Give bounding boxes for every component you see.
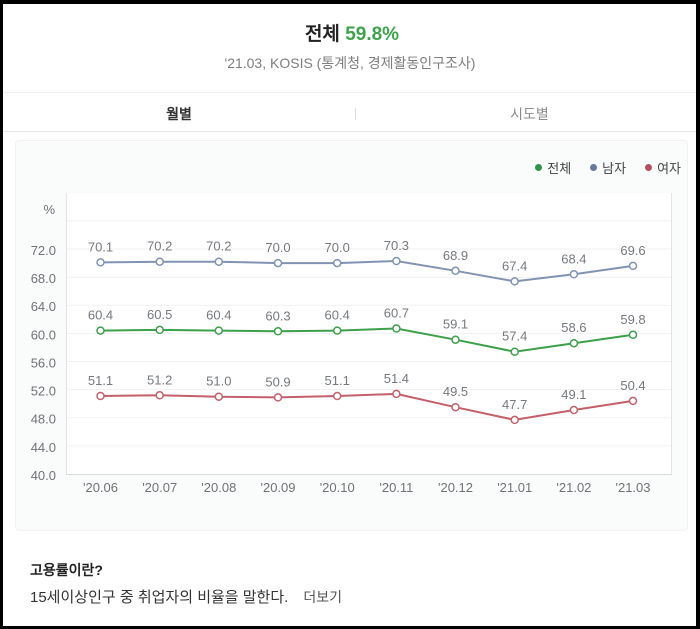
svg-text:44.0: 44.0 [31, 440, 56, 455]
svg-text:68.9: 68.9 [443, 248, 468, 263]
svg-text:57.4: 57.4 [502, 329, 527, 344]
svg-text:68.4: 68.4 [561, 251, 586, 266]
svg-text:'21.01: '21.01 [497, 480, 532, 495]
svg-text:%: % [43, 202, 55, 217]
svg-text:47.7: 47.7 [502, 397, 527, 412]
svg-text:70.0: 70.0 [265, 240, 290, 255]
svg-text:70.2: 70.2 [147, 239, 172, 254]
svg-text:68.0: 68.0 [31, 271, 56, 286]
svg-text:51.1: 51.1 [325, 373, 350, 388]
svg-text:51.1: 51.1 [88, 373, 113, 388]
svg-text:60.4: 60.4 [88, 308, 113, 323]
svg-text:67.4: 67.4 [502, 258, 527, 273]
svg-text:70.3: 70.3 [384, 238, 409, 253]
svg-text:60.0: 60.0 [31, 327, 56, 342]
svg-text:48.0: 48.0 [31, 412, 56, 427]
svg-text:64.0: 64.0 [31, 299, 56, 314]
svg-text:69.6: 69.6 [620, 243, 645, 258]
svg-text:60.5: 60.5 [147, 307, 172, 322]
svg-text:'20.11: '20.11 [379, 480, 413, 495]
svg-text:'20.08: '20.08 [201, 480, 236, 495]
svg-text:70.2: 70.2 [206, 239, 231, 254]
svg-text:'21.02: '21.02 [556, 480, 591, 495]
svg-text:50.9: 50.9 [265, 374, 290, 389]
svg-text:51.4: 51.4 [384, 371, 409, 386]
svg-text:49.5: 49.5 [443, 384, 468, 399]
svg-text:'20.12: '20.12 [438, 480, 473, 495]
svg-text:52.0: 52.0 [31, 384, 56, 399]
svg-text:72.0: 72.0 [31, 243, 56, 258]
svg-text:'20.10: '20.10 [320, 480, 355, 495]
svg-text:60.7: 60.7 [384, 306, 409, 321]
svg-text:56.0: 56.0 [31, 356, 56, 371]
svg-text:70.1: 70.1 [88, 239, 113, 254]
svg-text:51.2: 51.2 [147, 372, 172, 387]
svg-text:60.3: 60.3 [265, 308, 290, 323]
svg-text:70.0: 70.0 [325, 240, 350, 255]
svg-text:59.1: 59.1 [443, 317, 468, 332]
svg-text:59.8: 59.8 [620, 312, 645, 327]
svg-text:'21.03: '21.03 [615, 480, 650, 495]
svg-text:60.4: 60.4 [206, 308, 231, 323]
svg-text:58.6: 58.6 [561, 320, 586, 335]
svg-text:49.1: 49.1 [561, 387, 586, 402]
svg-text:51.0: 51.0 [206, 374, 231, 389]
svg-text:50.4: 50.4 [620, 378, 645, 393]
svg-text:60.4: 60.4 [325, 308, 350, 323]
svg-text:40.0: 40.0 [31, 468, 56, 483]
svg-text:'20.09: '20.09 [260, 480, 295, 495]
svg-text:'20.06: '20.06 [83, 480, 118, 495]
svg-text:'20.07: '20.07 [142, 480, 177, 495]
